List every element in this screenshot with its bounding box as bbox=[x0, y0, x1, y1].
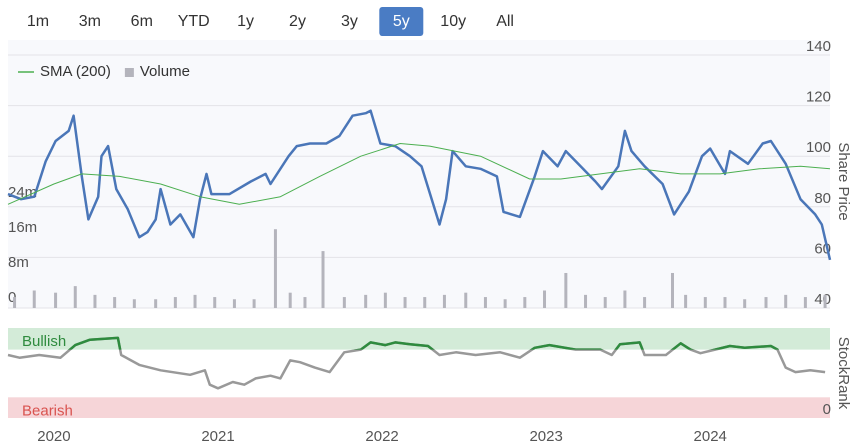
range-button[interactable]: 2y bbox=[289, 13, 306, 30]
volume-bar bbox=[823, 294, 827, 308]
range-button-bg[interactable] bbox=[379, 7, 424, 36]
line bbox=[7, 109, 832, 261]
volume-bar bbox=[643, 297, 647, 308]
x-tick-label: 2020 bbox=[37, 428, 70, 443]
volume-bar bbox=[193, 294, 197, 308]
y-tick-label: 120 bbox=[806, 89, 831, 106]
volume-bar bbox=[523, 297, 527, 308]
volume-bar bbox=[173, 297, 177, 308]
volume-bar bbox=[303, 297, 307, 308]
band-label: Bullish bbox=[22, 333, 66, 350]
range-button[interactable]: 6m bbox=[131, 13, 153, 30]
legend-label: Volume bbox=[140, 63, 190, 80]
volume-bar bbox=[803, 297, 807, 308]
volume-bar bbox=[423, 297, 427, 308]
volume-bar bbox=[73, 286, 77, 308]
volume-bar bbox=[743, 299, 747, 308]
volume-bar bbox=[54, 292, 58, 308]
volume-bar bbox=[403, 297, 407, 308]
volume-bar bbox=[13, 297, 17, 308]
volume-bar bbox=[252, 299, 256, 308]
volume-bar bbox=[154, 299, 158, 308]
volume-bar bbox=[288, 292, 292, 308]
volume-bar bbox=[584, 294, 588, 308]
volume-bar bbox=[564, 272, 568, 308]
volume-bar bbox=[543, 290, 547, 308]
range-button[interactable]: 3y bbox=[341, 13, 358, 30]
volume-bar bbox=[364, 294, 368, 308]
rank-band bbox=[8, 397, 830, 418]
volume-bar bbox=[32, 290, 36, 308]
volume-bar bbox=[703, 297, 707, 308]
volume-bar bbox=[321, 251, 325, 308]
volume-bar bbox=[503, 299, 507, 308]
volume-bar bbox=[684, 294, 688, 308]
range-button-label[interactable]: 5y bbox=[393, 13, 410, 30]
range-button[interactable]: 1m bbox=[27, 13, 49, 30]
x-tick-label: 2021 bbox=[201, 428, 234, 443]
range-button-label[interactable]: 2y bbox=[289, 13, 306, 30]
x-tick-label: 2024 bbox=[694, 428, 727, 443]
volume-bar bbox=[442, 294, 446, 308]
range-button[interactable]: 1y bbox=[237, 13, 254, 30]
y-tick-label: 40 bbox=[814, 291, 831, 308]
range-button[interactable]: 5y bbox=[379, 7, 424, 36]
range-button-label[interactable]: 3m bbox=[79, 13, 101, 30]
volume-bar bbox=[670, 272, 674, 308]
y2-tick-label: 16m bbox=[8, 219, 37, 236]
x-tick-label: 2022 bbox=[365, 428, 398, 443]
rank-band bbox=[8, 328, 830, 350]
y-tick-label: 80 bbox=[814, 190, 831, 207]
volume-bar bbox=[113, 297, 117, 308]
volume-bar bbox=[93, 294, 97, 308]
y-axis-title: Share Price bbox=[835, 142, 852, 220]
volume-bar bbox=[383, 292, 387, 308]
volume-bar bbox=[723, 297, 727, 308]
volume-bar bbox=[213, 297, 217, 308]
range-button[interactable]: All bbox=[496, 13, 514, 30]
y-tick-label: 140 bbox=[806, 38, 831, 55]
range-button[interactable]: 10y bbox=[440, 13, 466, 30]
legend-symbol bbox=[124, 68, 134, 77]
range-button-label[interactable]: YTD bbox=[178, 13, 210, 30]
y2-tick-label: 0 bbox=[8, 289, 16, 306]
range-button-label[interactable]: 6m bbox=[131, 13, 153, 30]
line bbox=[7, 143, 831, 205]
volume-bar bbox=[623, 290, 627, 308]
volume-bar bbox=[464, 292, 468, 308]
volume-bar bbox=[342, 297, 346, 308]
y-tick-label: 100 bbox=[806, 139, 831, 156]
range-button[interactable]: YTD bbox=[178, 13, 210, 30]
legend-label: SMA (200) bbox=[40, 63, 111, 80]
volume-bar bbox=[483, 297, 487, 308]
y-axis-title: StockRank bbox=[835, 337, 852, 410]
volume-bar bbox=[764, 297, 768, 308]
range-button[interactable]: 3m bbox=[79, 13, 101, 30]
volume-bar bbox=[132, 299, 136, 308]
range-button-label[interactable]: 1m bbox=[27, 13, 49, 30]
volume-bar bbox=[273, 229, 277, 308]
volume-bar bbox=[784, 294, 788, 308]
y-tick-label: 0 bbox=[823, 401, 831, 418]
y2-tick-label: 8m bbox=[8, 254, 29, 271]
x-tick-label: 2023 bbox=[529, 428, 562, 443]
band-label: Bearish bbox=[22, 402, 73, 419]
line bbox=[68, 336, 779, 350]
range-button-label[interactable]: 1y bbox=[237, 13, 254, 30]
volume-bar bbox=[603, 297, 607, 308]
range-button-label[interactable]: All bbox=[496, 13, 514, 30]
range-button-label[interactable]: 3y bbox=[341, 13, 358, 30]
range-button-label[interactable]: 10y bbox=[440, 13, 466, 30]
volume-bar bbox=[232, 299, 236, 308]
